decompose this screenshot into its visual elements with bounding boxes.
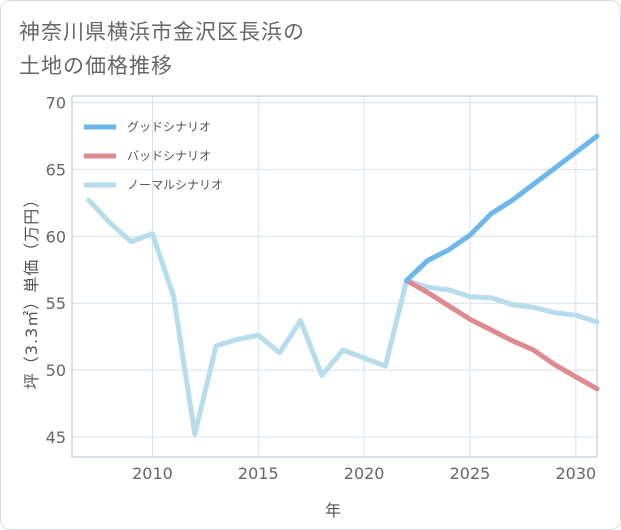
legend-label-bad: バッドシナリオ bbox=[127, 149, 211, 163]
y-tick-label: 45 bbox=[46, 428, 66, 447]
chart-title-line-2: 土地の価格推移 bbox=[19, 54, 173, 78]
x-tick-label: 2010 bbox=[132, 464, 173, 483]
y-tick-label: 50 bbox=[46, 361, 66, 380]
series-line-bad bbox=[404, 278, 600, 392]
x-axis-label: 年 bbox=[324, 501, 342, 520]
series-line-good bbox=[404, 133, 600, 283]
legend-label-good: グッドシナリオ bbox=[127, 120, 211, 134]
x-tick-label: 2020 bbox=[344, 464, 385, 483]
y-tick-label: 60 bbox=[46, 227, 66, 246]
chart-title-line-1: 神奈川県横浜市金沢区長浜の bbox=[19, 20, 305, 44]
x-tick-label: 2030 bbox=[555, 464, 596, 483]
y-tick-label: 65 bbox=[46, 161, 66, 180]
x-tick-label: 2015 bbox=[238, 464, 279, 483]
plot-area bbox=[72, 96, 597, 457]
plot-frame bbox=[71, 95, 598, 458]
legend-label-normal: ノーマルシナリオ bbox=[127, 178, 223, 192]
y-tick-label: 70 bbox=[46, 94, 66, 113]
chart-title: 神奈川県横浜市金沢区長浜の 土地の価格推移 bbox=[19, 15, 305, 83]
x-tick-label: 2025 bbox=[450, 464, 491, 483]
y-tick-label: 55 bbox=[46, 294, 66, 313]
y-axis-label: 坪（3.3㎡）単価（万円） bbox=[22, 190, 41, 390]
series-line-normal bbox=[86, 197, 600, 437]
